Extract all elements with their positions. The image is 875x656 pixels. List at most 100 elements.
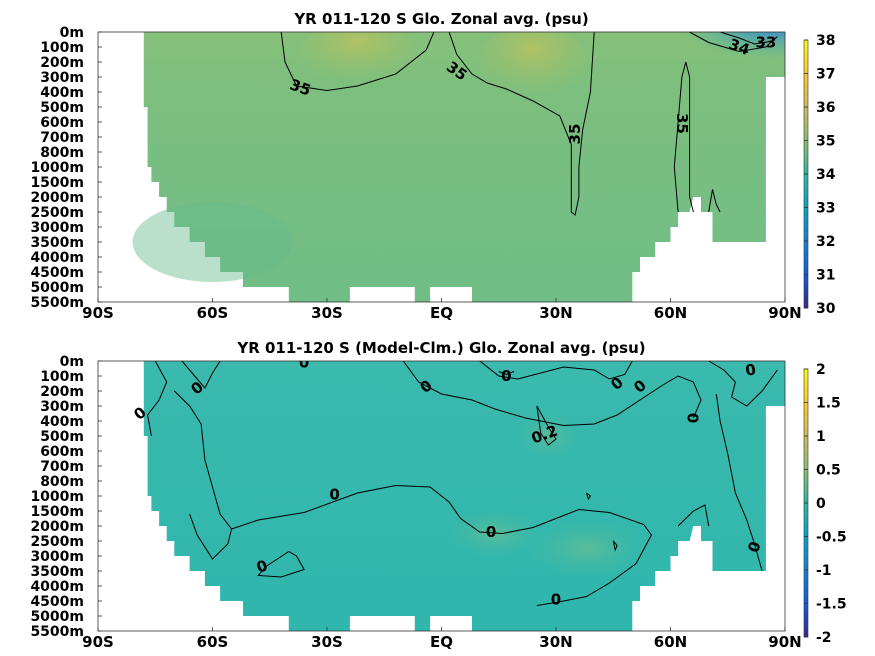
- colorbar-tick-label: 35: [816, 134, 835, 150]
- contour-line: [673, 61, 694, 213]
- y-tick-label: 4000m: [30, 579, 84, 595]
- contour-label: 33: [755, 34, 776, 52]
- contour-line: [612, 540, 618, 552]
- y-tick-label: 4000m: [30, 250, 84, 266]
- y-tick-label: 700m: [40, 459, 84, 475]
- x-tick-label: 90S: [82, 633, 114, 651]
- colorbar-tick-label: 0.5: [816, 463, 841, 479]
- y-tick-label: 5500m: [30, 624, 84, 640]
- y-tick-label: 3000m: [30, 549, 84, 565]
- y-tick-label: 200m: [40, 384, 84, 400]
- colorbar-tick-label: 36: [816, 100, 835, 116]
- y-tick-label: 3500m: [30, 564, 84, 580]
- colorbar-tick-label: 1.5: [816, 396, 841, 412]
- y-tick-label: 100m: [40, 40, 84, 56]
- colorbar-tick-label: 38: [816, 33, 835, 49]
- positive-anomaly-upper: [518, 412, 579, 460]
- x-tick-label: EQ: [430, 304, 453, 322]
- y-tick-label: 4500m: [30, 594, 84, 610]
- contour-label: 0: [684, 413, 702, 423]
- contour-label: 35: [673, 113, 691, 134]
- contour-line: [402, 361, 702, 427]
- y-tick-label: 700m: [40, 130, 84, 146]
- contour-line: [280, 32, 435, 92]
- y-tick-label: 100m: [40, 369, 84, 385]
- colorbar-tick-label: 2: [816, 362, 826, 378]
- y-tick-label: 400m: [40, 85, 84, 101]
- colorbar-tick-label: 0: [816, 496, 826, 512]
- chart-title: YR 011-120 S Glo. Zonal avg. (psu): [293, 10, 588, 28]
- x-tick-label: 30S: [311, 304, 343, 322]
- colorbar-tick-label: 33: [816, 201, 835, 217]
- x-tick-label: 60N: [654, 633, 687, 651]
- y-tick-label: 500m: [40, 100, 84, 116]
- colorbar-tick-label: 37: [816, 67, 835, 83]
- x-tick-label: 30N: [539, 304, 572, 322]
- x-tick-label: 90N: [768, 304, 801, 322]
- contour-line: [715, 393, 763, 572]
- x-tick-label: 90N: [768, 633, 801, 651]
- y-tick-label: 800m: [40, 145, 84, 161]
- y-tick-label: 0m: [60, 354, 84, 370]
- chart-title: YR 011-120 S (Model-Clm.) Glo. Zonal avg…: [236, 339, 645, 357]
- y-tick-label: 3500m: [30, 235, 84, 251]
- y-tick-label: 1500m: [30, 504, 84, 520]
- contour-line: [498, 371, 515, 376]
- y-tick-label: 5000m: [30, 280, 84, 296]
- positive-anomaly-mid: [444, 509, 545, 558]
- contour-line: [536, 405, 557, 446]
- contour-label: 0: [486, 523, 496, 541]
- x-tick-label: 30N: [539, 633, 572, 651]
- y-tick-label: 800m: [40, 474, 84, 490]
- contour-line: [257, 551, 305, 578]
- contour-line: [677, 504, 710, 527]
- colorbar-tick-label: 32: [816, 234, 835, 250]
- y-tick-label: 3000m: [30, 220, 84, 236]
- lower-panel: YR 011-120 S (Model-Clm.) Glo. Zonal avg…: [30, 339, 846, 651]
- y-tick-label: 1500m: [30, 175, 84, 191]
- contour-line: [231, 484, 652, 606]
- x-tick-label: 60N: [654, 304, 687, 322]
- contour-line: [708, 361, 778, 407]
- colorbar-tick-label: 31: [816, 268, 835, 284]
- contour-label: 0: [744, 360, 757, 380]
- colorbar-tick-label: -2: [816, 630, 832, 646]
- contour-line: [689, 32, 778, 53]
- y-tick-label: 2500m: [30, 205, 84, 221]
- colorbar-tick-label: -1.5: [816, 597, 847, 613]
- colorbar-tick-label: 1: [816, 429, 826, 445]
- x-tick-label: EQ: [430, 633, 453, 651]
- y-tick-label: 600m: [40, 444, 84, 460]
- ocean-region: [143, 361, 785, 631]
- colorbar-tick-label: 34: [816, 167, 836, 183]
- x-tick-label: 60S: [197, 633, 229, 651]
- y-tick-label: 2000m: [30, 519, 84, 535]
- deep-fresher-water: [132, 202, 293, 282]
- contour-line: [479, 361, 633, 380]
- y-tick-label: 2000m: [30, 190, 84, 206]
- high-salinity-north: [478, 32, 589, 105]
- y-tick-label: 1000m: [30, 489, 84, 505]
- contour-line: [147, 361, 168, 437]
- high-salinity-south: [297, 32, 418, 90]
- y-tick-label: 2500m: [30, 534, 84, 550]
- x-tick-label: 90S: [82, 304, 114, 322]
- contour-line: [586, 492, 592, 501]
- y-tick-label: 200m: [40, 55, 84, 71]
- contour-line: [173, 390, 233, 560]
- y-tick-label: 300m: [40, 70, 84, 86]
- contour-line: [181, 361, 221, 389]
- y-tick-label: 400m: [40, 414, 84, 430]
- y-tick-label: 5000m: [30, 609, 84, 625]
- x-tick-label: 30S: [311, 633, 343, 651]
- contour-label: 0: [551, 591, 561, 609]
- contour-label: 35: [566, 124, 584, 145]
- contour-label: 0: [501, 367, 511, 385]
- positive-anomaly-deep: [526, 518, 647, 579]
- colorbar-tick-label: -1: [816, 563, 832, 579]
- y-tick-label: 5500m: [30, 295, 84, 311]
- contour-label: 0: [299, 354, 309, 372]
